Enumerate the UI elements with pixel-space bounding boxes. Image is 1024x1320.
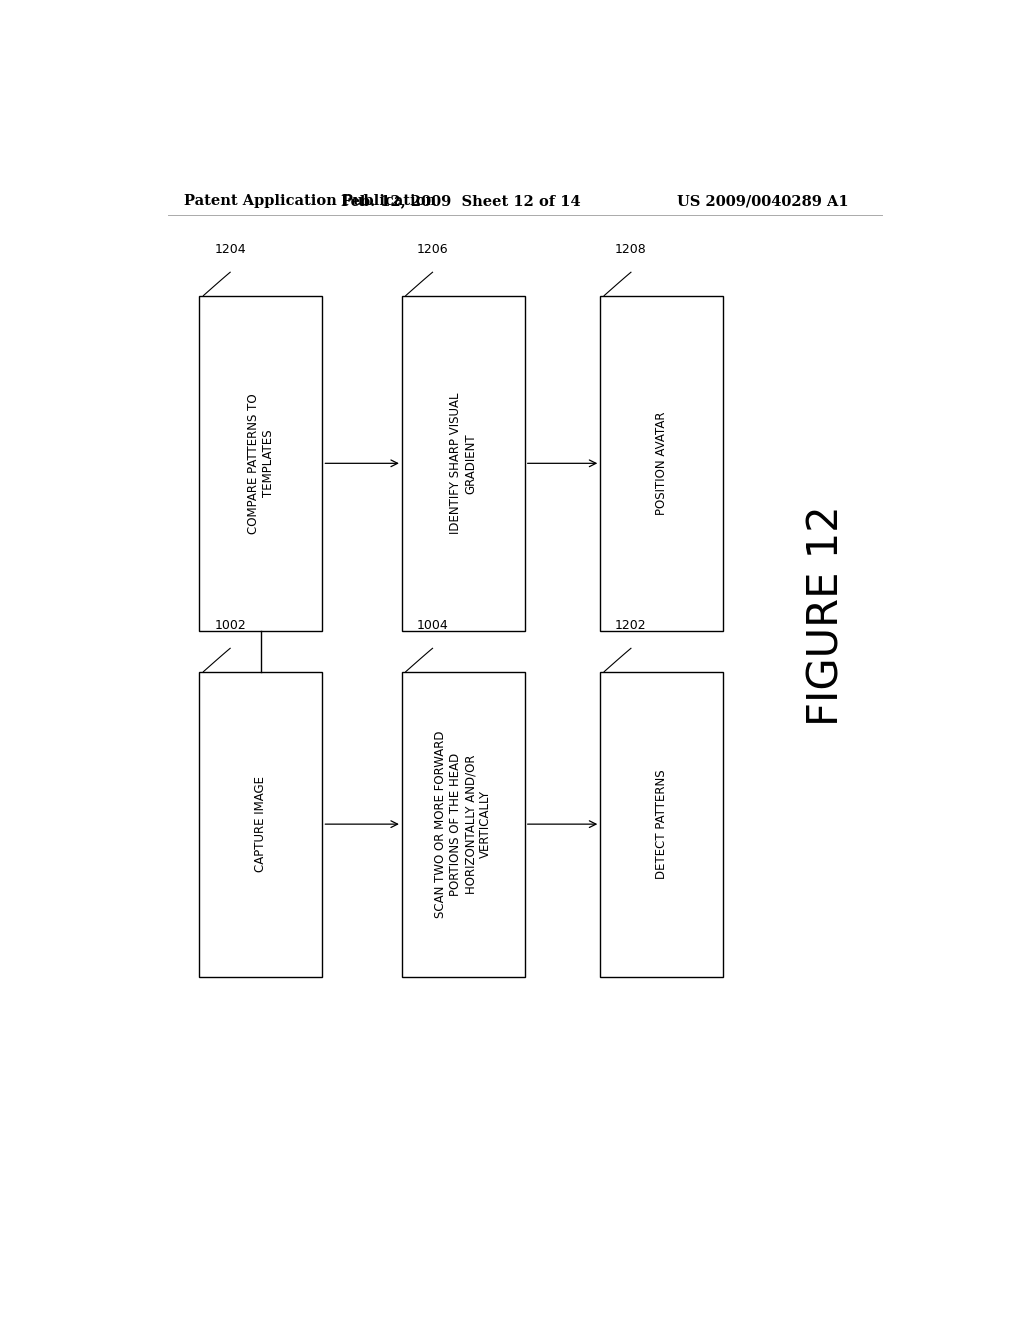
Text: POSITION AVATAR: POSITION AVATAR [655, 412, 669, 515]
Text: 1002: 1002 [214, 619, 246, 632]
Text: 1206: 1206 [417, 243, 449, 256]
Text: SCAN TWO OR MORE FORWARD
PORTIONS OF THE HEAD
HORIZONTALLY AND/OR
VERTICALLY: SCAN TWO OR MORE FORWARD PORTIONS OF THE… [434, 730, 493, 917]
Bar [600, 296, 723, 631]
Bar [200, 296, 323, 631]
Bar [600, 672, 723, 977]
Text: US 2009/0040289 A1: US 2009/0040289 A1 [677, 194, 849, 209]
Text: Feb. 12, 2009  Sheet 12 of 14: Feb. 12, 2009 Sheet 12 of 14 [341, 194, 582, 209]
Bar [401, 672, 524, 977]
Text: 1202: 1202 [615, 619, 647, 632]
Text: Patent Application Publication: Patent Application Publication [183, 194, 435, 209]
Text: 1208: 1208 [615, 243, 647, 256]
Text: FIGURE 12: FIGURE 12 [805, 506, 848, 726]
Text: 1004: 1004 [417, 619, 449, 632]
Text: CAPTURE IMAGE: CAPTURE IMAGE [254, 776, 267, 873]
Text: COMPARE PATTERNS TO
TEMPLATES: COMPARE PATTERNS TO TEMPLATES [247, 393, 274, 533]
Bar [200, 672, 323, 977]
Bar [401, 296, 524, 631]
Text: DETECT PATTERNS: DETECT PATTERNS [655, 770, 669, 879]
Text: IDENTIFY SHARP VISUAL
GRADIENT: IDENTIFY SHARP VISUAL GRADIENT [450, 392, 477, 535]
Text: 1204: 1204 [214, 243, 246, 256]
